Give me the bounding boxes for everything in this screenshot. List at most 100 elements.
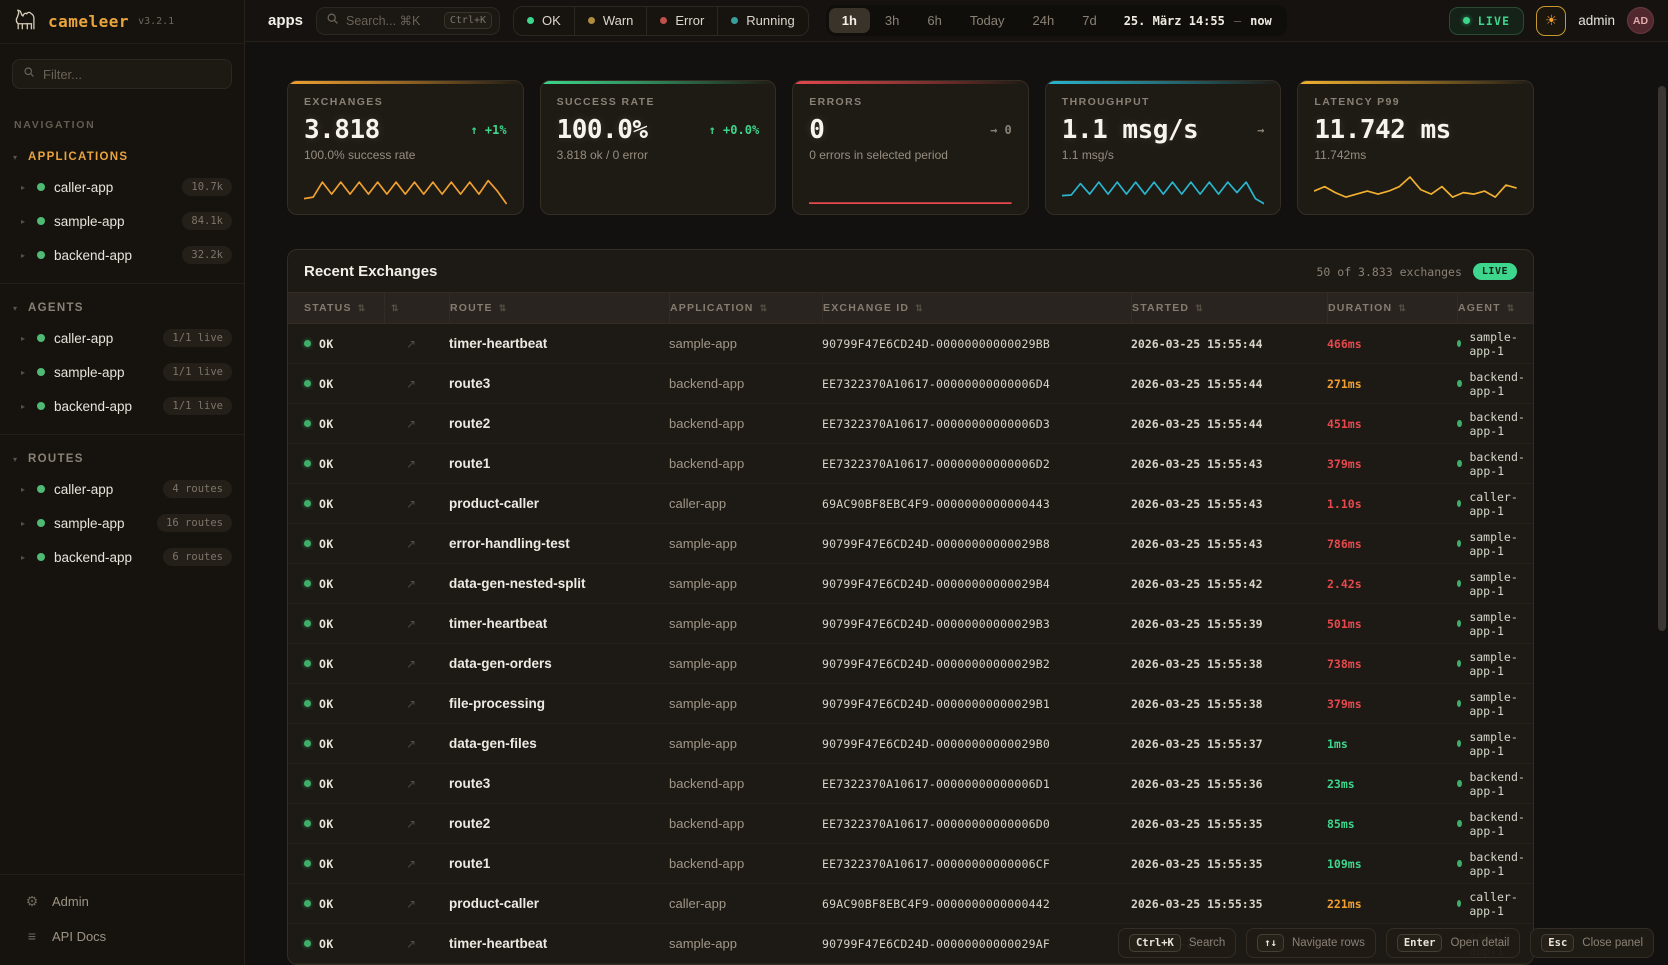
table-row[interactable]: OK ↗ route3 backend-app EE7322370A10617-…	[288, 764, 1533, 804]
table-row[interactable]: OK ↗ route1 backend-app EE7322370A10617-…	[288, 444, 1533, 484]
duration-cell: 786ms	[1327, 536, 1362, 551]
sidebar-item-api-docs[interactable]: ≡ API Docs	[0, 919, 244, 953]
open-detail-icon[interactable]: ↗	[406, 616, 417, 631]
stat-cards: EXCHANGES 3.818 ↑ +1% 100.0% success rat…	[287, 80, 1534, 215]
theme-toggle-button[interactable]: ☀	[1536, 5, 1567, 36]
duration-cell: 271ms	[1327, 376, 1362, 391]
open-detail-icon[interactable]: ↗	[406, 496, 417, 511]
chevron-right-icon: ▸	[21, 552, 26, 562]
open-detail-icon[interactable]: ↗	[406, 376, 417, 391]
sidebar-item-sample-app[interactable]: ▸ sample-app 84.1k	[0, 204, 244, 238]
status-filter-error[interactable]: Error	[646, 6, 717, 35]
shortcut-open-detail: Enter Open detail	[1385, 928, 1521, 958]
table-row[interactable]: OK ↗ timer-heartbeat sample-app 90799F47…	[288, 604, 1533, 644]
open-detail-icon[interactable]: ↗	[406, 776, 417, 791]
topbar: apps Ctrl+K OK Warn Error Running 1h 3h 6h…	[245, 0, 1668, 42]
route-cell: file-processing	[449, 696, 546, 711]
table-row[interactable]: OK ↗ product-caller caller-app 69AC90BF8…	[288, 484, 1533, 524]
panel-title: Recent Exchanges	[304, 263, 438, 280]
status-dot-icon	[304, 860, 311, 867]
live-toggle-button[interactable]: LIVE	[1448, 6, 1525, 35]
camel-logo-icon	[13, 6, 39, 37]
shortcut-label: Navigate rows	[1291, 937, 1365, 949]
stat-card-errors[interactable]: ERRORS 0 → 0 0 errors in selected period	[792, 80, 1029, 215]
open-detail-icon[interactable]: ↗	[406, 736, 417, 751]
global-search[interactable]: Ctrl+K	[316, 6, 501, 35]
brand: cameleer v3.2.1	[0, 0, 244, 44]
sidebar-item-sample-app[interactable]: ▸ sample-app 1/1 live	[0, 355, 244, 389]
sidebar-item-admin[interactable]: ⚙ Admin	[0, 884, 244, 919]
sidebar-item-caller-app[interactable]: ▸ caller-app 4 routes	[0, 472, 244, 506]
open-detail-icon[interactable]: ↗	[406, 856, 417, 871]
stat-card-latency-p99[interactable]: LATENCY P99 11.742 ms 11.742ms	[1297, 80, 1534, 215]
status-filter-running[interactable]: Running	[717, 6, 807, 35]
sidebar-item-backend-app[interactable]: ▸ backend-app 1/1 live	[0, 389, 244, 423]
open-detail-icon[interactable]: ↗	[406, 656, 417, 671]
open-detail-icon[interactable]: ↗	[406, 536, 417, 551]
avatar[interactable]: AD	[1627, 7, 1654, 34]
open-detail-icon[interactable]: ↗	[406, 456, 417, 471]
time-range-1h[interactable]: 1h	[828, 8, 870, 33]
open-detail-icon[interactable]: ↗	[406, 896, 417, 911]
sidebar-section-header[interactable]: ▾ AGENTS	[0, 291, 244, 321]
stat-card-success-rate[interactable]: SUCCESS RATE 100.0% ↑ +0.0% 3.818 ok / 0…	[539, 80, 777, 215]
sidebar-item-caller-app[interactable]: ▸ caller-app 10.7k	[0, 170, 244, 204]
sidebar-section-header[interactable]: ▾ ROUTES	[0, 442, 244, 472]
column-header-application[interactable]: APPLICATION ⇅	[669, 293, 822, 323]
stat-card-exchanges[interactable]: EXCHANGES 3.818 ↑ +1% 100.0% success rat…	[287, 80, 524, 215]
date-range-display[interactable]: 25. März 14:55 – now	[1124, 14, 1272, 28]
time-range-24h[interactable]: 24h	[1032, 13, 1055, 28]
column-header-exchange-id[interactable]: EXCHANGE ID ⇅	[822, 293, 1131, 323]
open-detail-icon[interactable]: ↗	[406, 336, 417, 351]
status-filter-warn[interactable]: Warn	[573, 6, 647, 35]
open-detail-icon[interactable]: ↗	[406, 576, 417, 591]
application-cell: sample-app	[669, 936, 737, 951]
open-detail-icon[interactable]: ↗	[406, 816, 417, 831]
card-label: EXCHANGES	[304, 96, 384, 108]
table-row[interactable]: OK ↗ route3 backend-app EE7322370A10617-…	[288, 364, 1533, 404]
global-search-input[interactable]	[346, 13, 437, 28]
card-label: SUCCESS RATE	[556, 96, 655, 108]
sidebar-section-header[interactable]: ▾ APPLICATIONS	[0, 140, 244, 170]
live-label: LIVE	[1477, 13, 1511, 28]
time-range-3h[interactable]: 3h	[884, 13, 900, 28]
table-row[interactable]: OK ↗ route1 backend-app EE7322370A10617-…	[288, 844, 1533, 884]
open-detail-icon[interactable]: ↗	[406, 416, 417, 431]
time-range-7d[interactable]: 7d	[1082, 13, 1097, 28]
sidebar-item-sample-app[interactable]: ▸ sample-app 16 routes	[0, 506, 244, 540]
table-row[interactable]: OK ↗ file-processing sample-app 90799F47…	[288, 684, 1533, 724]
open-detail-icon[interactable]: ↗	[406, 936, 417, 951]
column-header-route[interactable]: ROUTE ⇅	[449, 293, 669, 323]
status-cell: OK	[304, 857, 384, 871]
scrollbar-thumb[interactable]	[1658, 86, 1666, 631]
sidebar-filter[interactable]	[12, 59, 232, 89]
column-header-expand[interactable]: ⇅	[384, 293, 449, 323]
column-header-status[interactable]: STATUS ⇅	[304, 293, 384, 323]
table-row[interactable]: OK ↗ error-handling-test sample-app 9079…	[288, 524, 1533, 564]
sidebar-item-backend-app[interactable]: ▸ backend-app 6 routes	[0, 540, 244, 574]
status-filter-ok[interactable]: OK	[514, 7, 574, 35]
table-row[interactable]: OK ↗ route2 backend-app EE7322370A10617-…	[288, 404, 1533, 444]
table-row[interactable]: OK ↗ data-gen-files sample-app 90799F47E…	[288, 724, 1533, 764]
table-row[interactable]: OK ↗ route2 backend-app EE7322370A10617-…	[288, 804, 1533, 844]
table-row[interactable]: OK ↗ timer-heartbeat sample-app 90799F47…	[288, 324, 1533, 364]
panel-meta: 50 of 3.833 exchanges LIVE	[1317, 263, 1517, 280]
sidebar-item-backend-app[interactable]: ▸ backend-app 32.2k	[0, 238, 244, 272]
context-label: apps	[268, 12, 304, 29]
sidebar-filter-input[interactable]	[43, 66, 221, 82]
column-header-agent[interactable]: AGENT ⇅	[1457, 293, 1517, 323]
sort-icon: ⇅	[357, 302, 367, 313]
open-detail-icon[interactable]: ↗	[406, 696, 417, 711]
nav-section-label: NAVIGATION	[14, 119, 96, 131]
agent-cell: sample-app-1	[1457, 330, 1520, 358]
column-header-started[interactable]: STARTED ⇅	[1131, 293, 1327, 323]
stat-card-throughput[interactable]: THROUGHPUT 1.1 msg/s → 1.1 msg/s	[1044, 80, 1282, 215]
table-row[interactable]: OK ↗ data-gen-nested-split sample-app 90…	[288, 564, 1533, 604]
time-range-6h[interactable]: 6h	[927, 13, 942, 28]
time-range-today[interactable]: Today	[969, 13, 1005, 28]
sidebar-item-caller-app[interactable]: ▸ caller-app 1/1 live	[0, 321, 244, 355]
table-body: OK ↗ timer-heartbeat sample-app 90799F47…	[288, 324, 1533, 964]
column-header-duration[interactable]: DURATION ⇅	[1327, 293, 1457, 323]
table-row[interactable]: OK ↗ product-caller caller-app 69AC90BF8…	[288, 884, 1533, 924]
table-row[interactable]: OK ↗ data-gen-orders sample-app 90799F47…	[288, 644, 1533, 684]
